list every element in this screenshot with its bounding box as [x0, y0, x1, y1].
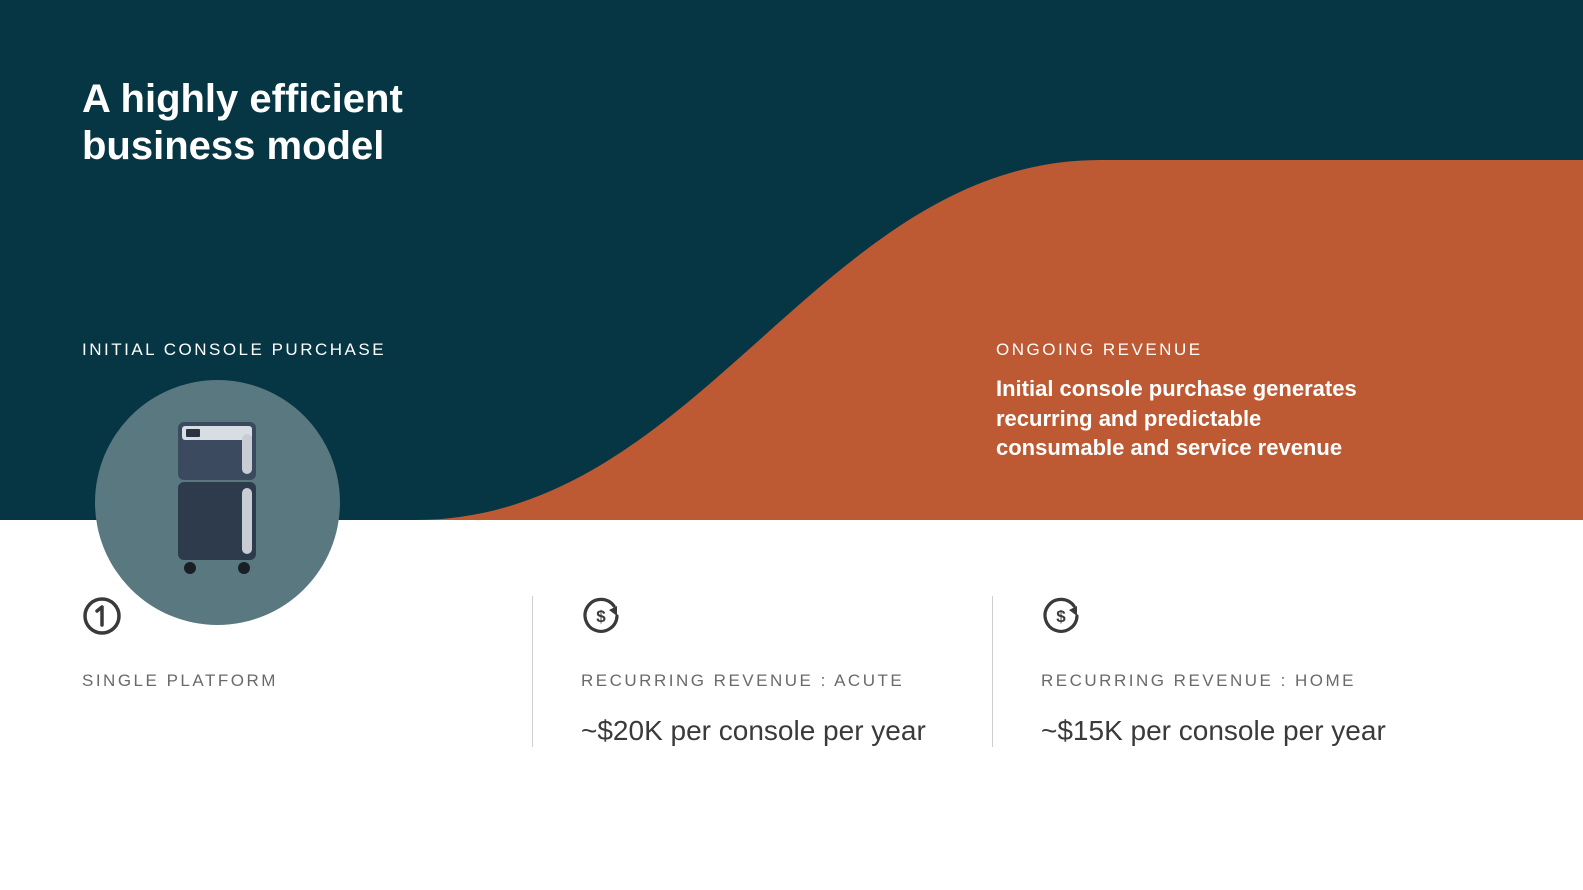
column-label: RECURRING REVENUE : HOME	[1041, 671, 1404, 691]
right-section-label: ONGOING REVENUE	[996, 340, 1376, 360]
slide-title: A highly efficient business model	[82, 76, 403, 170]
column-single-platform: SINGLE PLATFORM	[82, 596, 532, 747]
column-value: ~$20K per console per year	[581, 715, 944, 747]
svg-text:$: $	[596, 607, 606, 626]
console-device-image	[172, 422, 262, 574]
column-label: SINGLE PLATFORM	[82, 671, 484, 691]
column-label: RECURRING REVENUE : ACUTE	[581, 671, 944, 691]
title-line1: A highly efficient business model	[82, 77, 403, 168]
column-recurring-home: $ RECURRING REVENUE : HOME ~$15K per con…	[992, 596, 1452, 747]
slide: A highly efficient business model INITIA…	[0, 0, 1583, 890]
right-section-body: Initial console purchase generates recur…	[996, 374, 1376, 463]
svg-text:$: $	[1056, 607, 1066, 626]
bottom-columns: SINGLE PLATFORM $ RECURRING REVENUE : AC…	[82, 596, 1452, 747]
right-section: ONGOING REVENUE Initial console purchase…	[996, 340, 1376, 463]
dollar-cycle-icon: $	[1041, 596, 1081, 636]
column-value: ~$15K per console per year	[1041, 715, 1404, 747]
dollar-cycle-icon: $	[581, 596, 621, 636]
left-section-label: INITIAL CONSOLE PURCHASE	[82, 340, 386, 360]
column-recurring-acute: $ RECURRING REVENUE : ACUTE ~$20K per co…	[532, 596, 992, 747]
one-circle-icon	[82, 596, 122, 636]
